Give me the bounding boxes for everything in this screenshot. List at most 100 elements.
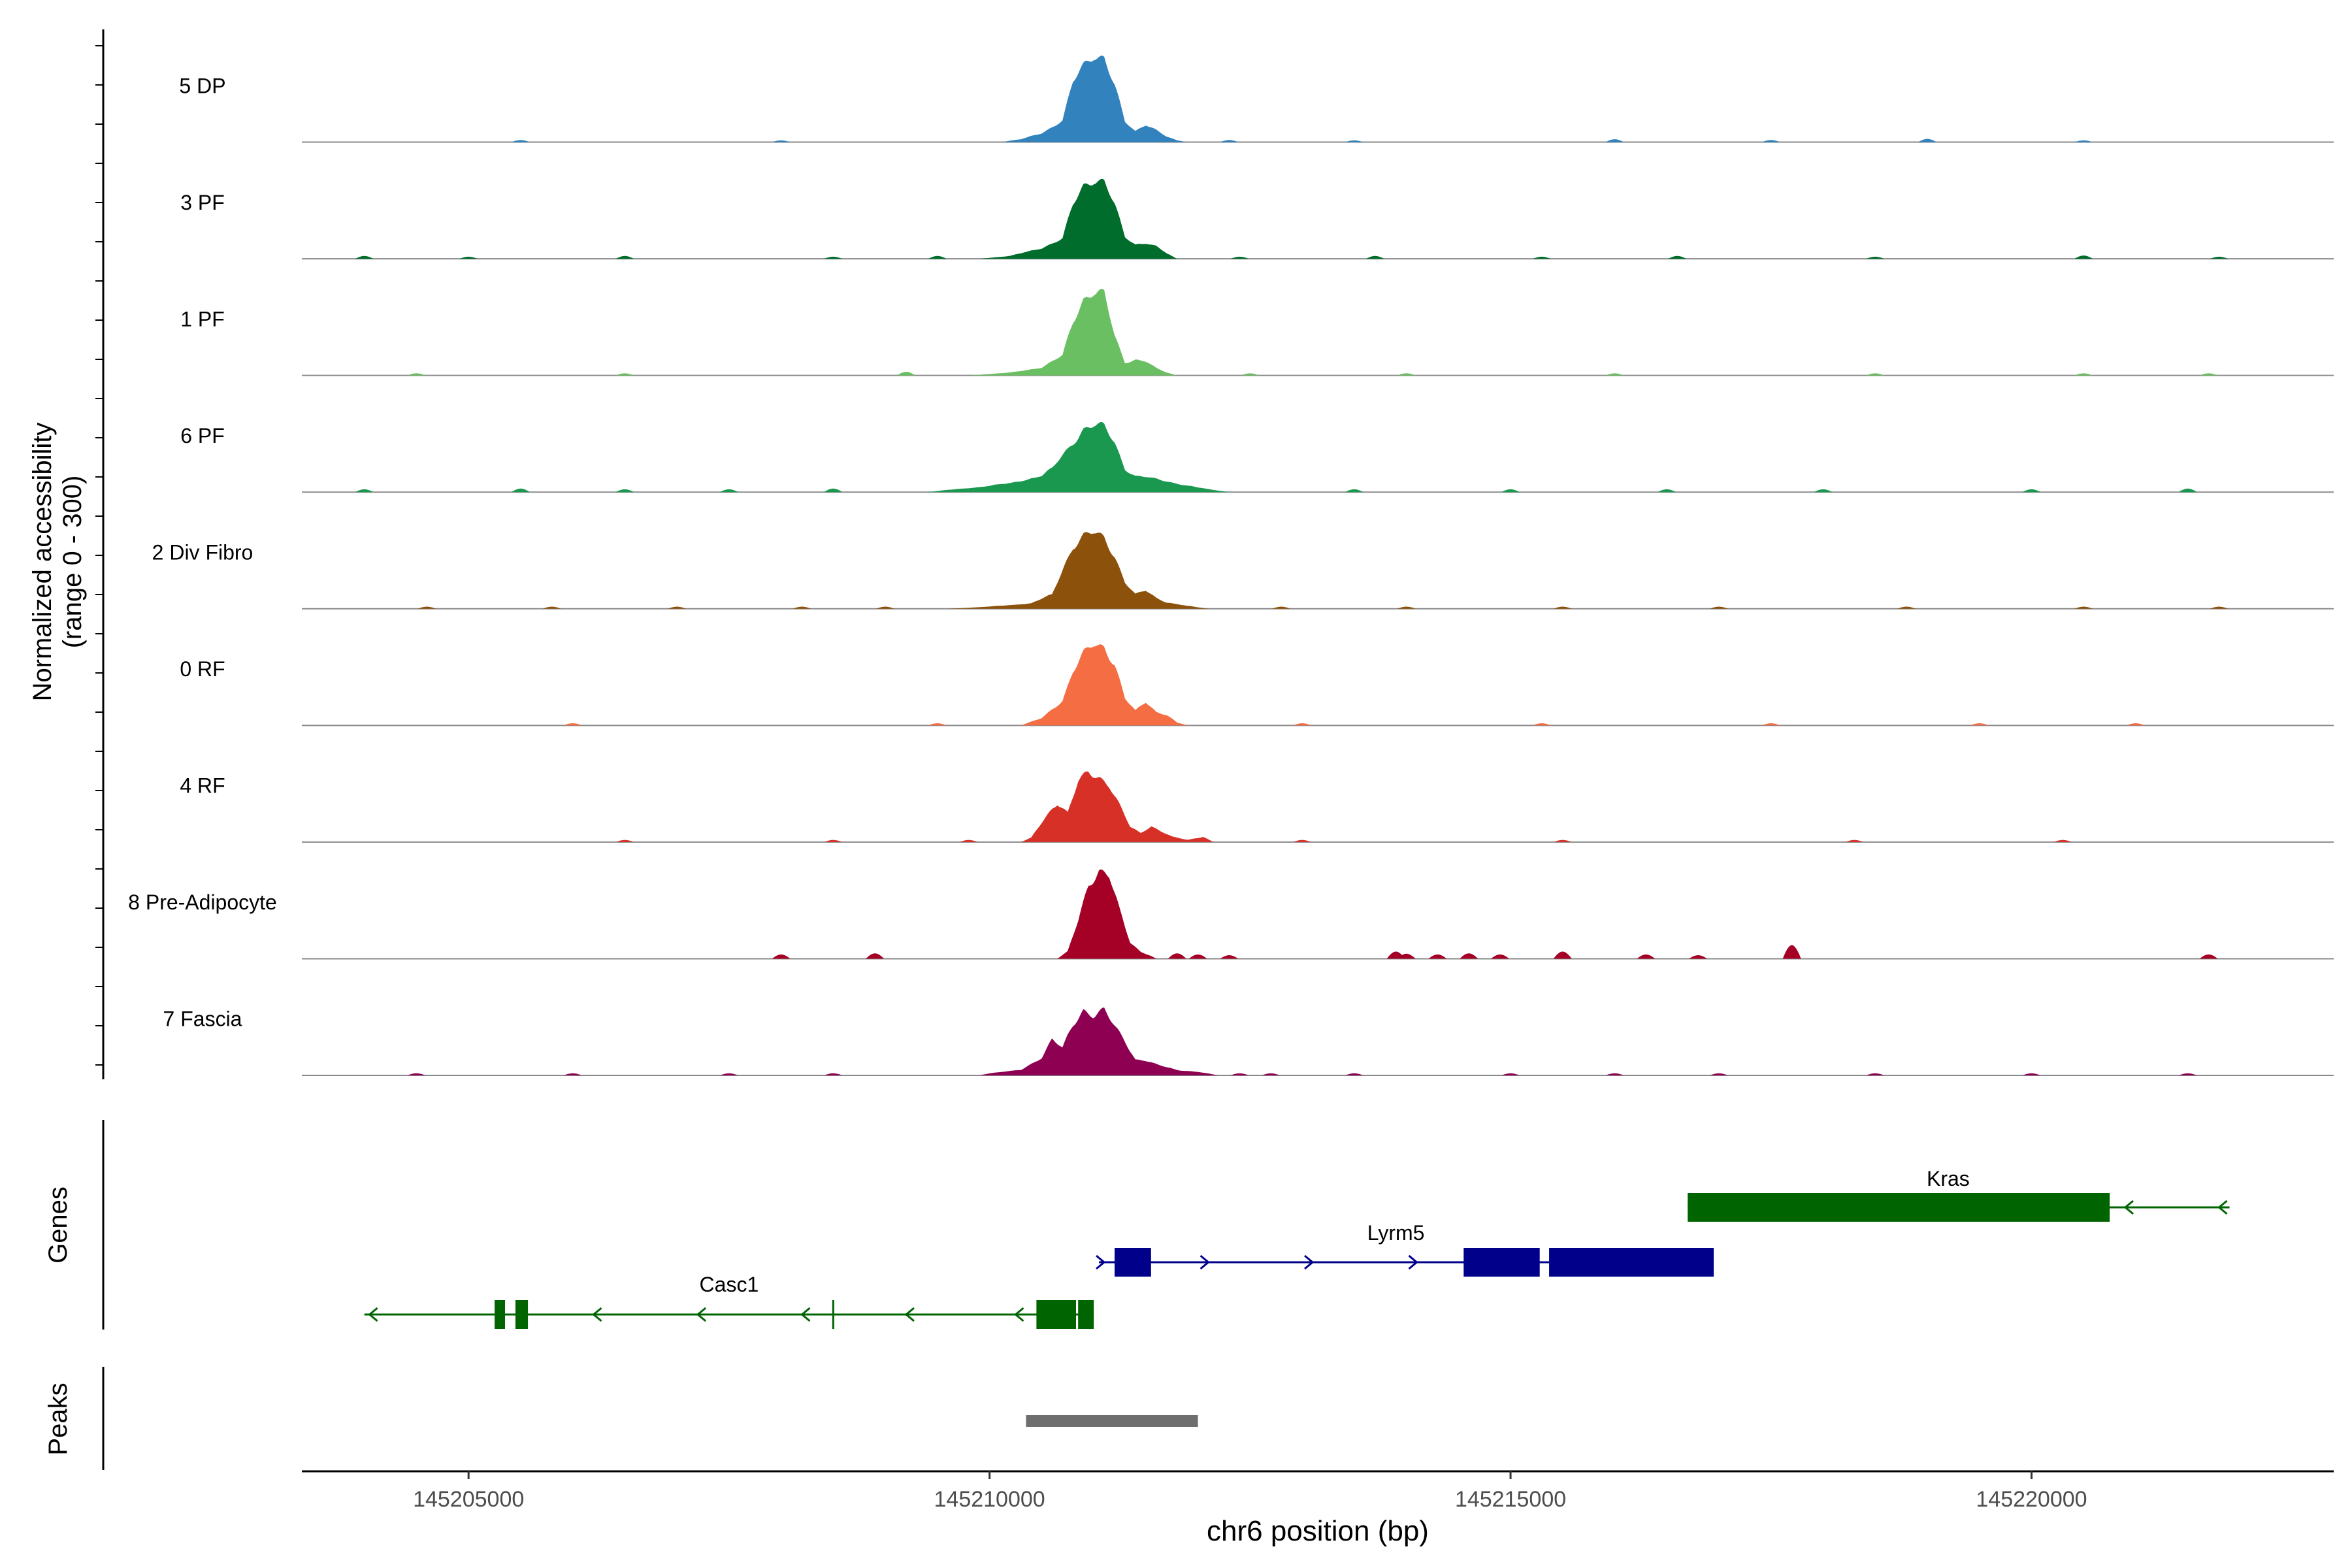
gene-exon [1115,1248,1151,1277]
track-label: 2 Div Fibro [152,541,253,564]
noise-bump [1710,1073,1729,1075]
noise-bump [417,606,436,609]
noise-bump [1553,951,1572,959]
noise-bump [824,256,843,259]
noise-bump [1262,1073,1281,1075]
strand-arrow [2217,1200,2228,1215]
noise-bump [928,723,947,726]
noise-bump [1970,723,1989,726]
track-label: 4 RF [180,774,225,798]
noise-bump [1293,723,1312,726]
track-6-pf: 6 PF [180,421,2334,493]
noise-bump [1532,256,1551,259]
noise-bump [824,488,843,493]
track-2-div-fibro: 2 Div Fibro [152,532,2334,610]
gene-exon [1078,1300,1094,1329]
genes-track-label: Genes [44,1186,73,1264]
noise-bump [1553,606,1572,609]
strand-arrow [1304,1254,1315,1270]
noise-bump [1220,140,1239,142]
noise-bump [615,373,634,376]
track-label: 1 PF [180,307,225,331]
noise-bump [2199,373,2218,376]
gene-exon [1549,1248,1714,1277]
y-axis-label-line1: Normalized accessibility [28,423,57,702]
noise-bump [1397,953,1416,959]
accessibility-peak-area [1021,644,1188,726]
peaks-track-label: Peaks [44,1382,73,1455]
track-5-dp: 5 DP [179,56,2334,143]
track-4-rf: 4 RF [180,771,2334,843]
noise-bump [719,489,738,493]
noise-bump [2074,373,2093,376]
track-1-pf: 1 PF [180,289,2334,376]
noise-bump [1605,373,1624,376]
accessibility-peak-area [926,421,1230,493]
accessibility-peak-area [1000,56,1188,142]
noise-bump [772,140,791,142]
noise-bump [772,954,791,959]
accessibility-peak-area [979,178,1177,259]
noise-bump [1397,606,1416,609]
noise-bump [2178,1073,2197,1075]
noise-bump [2210,606,2229,609]
noise-bump [928,255,947,259]
noise-bump [355,489,374,493]
track-label: 6 PF [180,424,225,448]
strand-arrow [1408,1254,1418,1270]
noise-bump [1220,955,1239,959]
noise-bump [1272,606,1291,609]
noise-bump [2126,723,2145,726]
y-axis-label-line2: (range 0 - 300) [58,476,87,649]
gene-exon [515,1300,529,1329]
noise-bump [866,953,885,959]
noise-bump [792,606,811,609]
x-tick-label: 145215000 [1455,1487,1566,1512]
noise-bump [615,255,634,259]
track-label: 5 DP [179,74,225,97]
noise-bump [2074,255,2093,259]
accessibility-peak-area [979,1007,1219,1075]
accessibility-peak-area [968,289,1177,376]
x-axis: 145205000 145210000 145215000 145220000 [413,1471,2087,1512]
noise-bump [1605,1073,1624,1075]
noise-bump [1866,373,1885,376]
noise-bump [1188,954,1207,959]
noise-bump [615,489,634,493]
noise-bump [2074,606,2093,609]
noise-bump [542,606,561,609]
peak-region [1026,1415,1198,1427]
noise-bump [2074,140,2093,142]
gene-kras: Kras [1688,1167,2230,1222]
track-7-fascia: 7 Fascia [163,1007,2334,1076]
noise-bump [511,488,530,493]
gene-casc1: Casc1 [364,1273,1094,1329]
noise-bump [1230,1073,1249,1075]
track-8-pre-adipocyte: 8 Pre-Adipocyte [128,869,2334,960]
x-tick-label: 145205000 [413,1487,524,1512]
accessibility-peak-area [1021,771,1214,842]
noise-bump [1428,954,1447,959]
peaks-track [1026,1415,1198,1427]
gene-exon [1688,1193,2110,1222]
track-label: 3 PF [180,191,225,214]
noise-bump [459,256,478,259]
noise-bump [876,606,895,609]
strand-arrow [368,1307,378,1322]
noise-bump [1168,953,1186,959]
noise-bump [355,255,374,259]
noise-bump [1345,1073,1364,1075]
strand-arrow [696,1307,707,1322]
track-label: 8 Pre-Adipocyte [128,890,277,914]
noise-bump [407,373,426,376]
noise-bump [1814,489,1833,493]
noise-bump [1293,840,1312,842]
noise-bump [959,840,978,842]
strand-arrow [1200,1254,1210,1270]
noise-bump [1345,489,1364,493]
noise-bump [1918,139,1936,142]
x-axis-label: chr6 position (bp) [1207,1515,1429,1547]
noise-bump [1460,953,1478,959]
noise-bump [1761,723,1780,726]
gene-exon [495,1300,505,1329]
